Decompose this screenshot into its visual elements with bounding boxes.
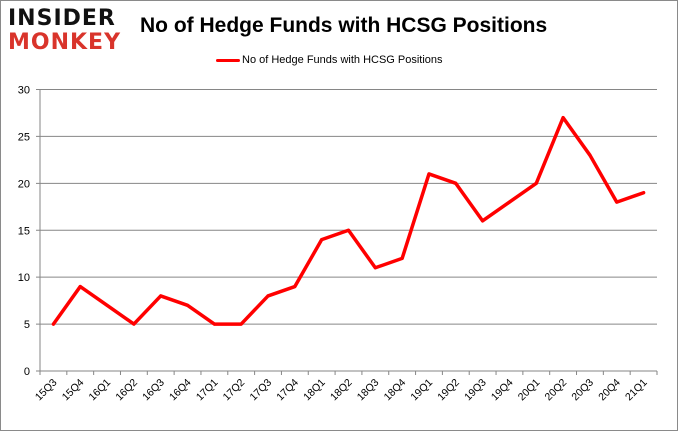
- x-tick-label: 18Q1: [301, 377, 328, 404]
- data-point: [400, 256, 404, 260]
- x-tick-label: 20Q4: [596, 377, 623, 404]
- x-tick-label: 15Q3: [33, 377, 60, 404]
- data-point: [159, 294, 163, 298]
- x-tick-label: 18Q2: [328, 377, 355, 404]
- y-tick-label: 10: [18, 272, 30, 284]
- logo-line-2: MONKEY: [8, 30, 122, 55]
- y-tick-label: 15: [18, 225, 30, 237]
- insider-monkey-logo: INSIDER MONKEY: [8, 8, 121, 54]
- legend-label: No of Hedge Funds with HCSG Positions: [242, 54, 443, 66]
- data-point: [212, 322, 216, 326]
- x-tick-label: 16Q4: [167, 377, 194, 404]
- data-point: [105, 303, 109, 307]
- data-point: [293, 285, 297, 289]
- data-point: [454, 181, 458, 185]
- data-point: [481, 219, 485, 223]
- data-point: [186, 303, 190, 307]
- data-point: [132, 322, 136, 326]
- y-tick-label: 25: [18, 131, 30, 143]
- x-tick-label: 17Q1: [194, 377, 221, 404]
- data-point: [534, 181, 538, 185]
- series-line: [51, 115, 646, 326]
- data-point: [320, 238, 324, 242]
- y-tick-label: 30: [18, 85, 30, 97]
- y-tick-label: 0: [24, 366, 30, 378]
- x-tick-label: 18Q3: [355, 377, 382, 404]
- data-point: [561, 116, 565, 120]
- x-tick-label: 21Q1: [623, 377, 650, 404]
- data-point: [78, 285, 82, 289]
- data-point: [427, 172, 431, 176]
- data-point: [642, 191, 646, 195]
- x-tick-label: 16Q1: [87, 377, 114, 404]
- x-tick-label: 20Q3: [569, 377, 596, 404]
- data-point: [507, 200, 511, 204]
- x-tick-label: 15Q4: [60, 377, 87, 404]
- x-tick-label: 17Q4: [274, 377, 301, 404]
- x-tick-label: 20Q1: [516, 377, 543, 404]
- x-tick-label: 19Q4: [489, 377, 516, 404]
- x-tick-label: 16Q2: [113, 377, 140, 404]
- data-point: [588, 153, 592, 157]
- data-point: [347, 228, 350, 232]
- data-point: [239, 322, 243, 326]
- chart-title: No of Hedge Funds with HCSG Positions: [140, 14, 548, 37]
- logo-line-1: INSIDER: [8, 6, 116, 31]
- y-tick-label: 20: [18, 178, 30, 190]
- x-tick-label: 19Q1: [408, 377, 435, 404]
- legend-swatch: [216, 58, 240, 62]
- x-tick-label: 18Q4: [382, 377, 409, 404]
- data-point: [373, 266, 377, 270]
- legend: No of Hedge Funds with HCSG Positions: [216, 54, 443, 66]
- data-point: [266, 294, 270, 298]
- x-tick-label: 19Q3: [462, 377, 489, 404]
- x-tick-label: 19Q2: [435, 377, 462, 404]
- x-tick-label: 17Q2: [221, 377, 248, 404]
- data-point: [51, 322, 55, 326]
- x-tick-label: 20Q2: [543, 377, 570, 404]
- x-tick-label: 16Q3: [140, 377, 167, 404]
- y-tick-label: 5: [24, 319, 30, 331]
- x-tick-label: 17Q3: [247, 377, 274, 404]
- data-point: [615, 200, 619, 204]
